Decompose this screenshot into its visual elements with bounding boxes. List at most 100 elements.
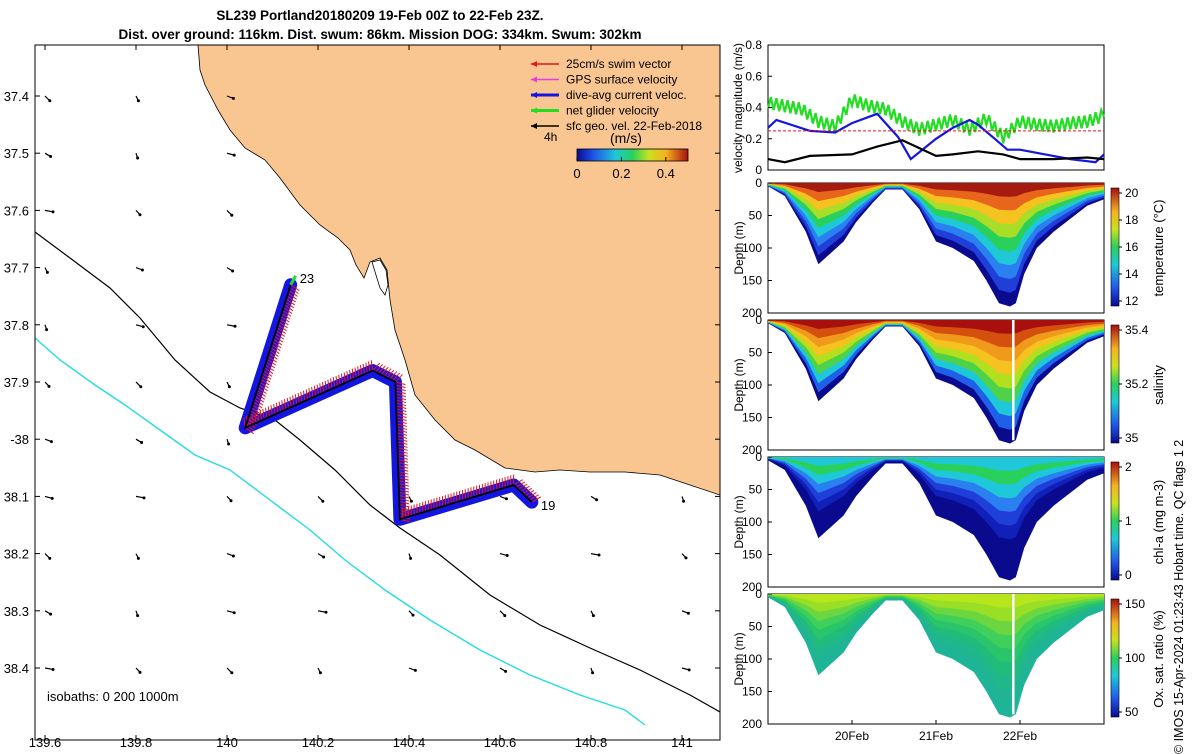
colorbar-tick-label: 12	[1125, 294, 1139, 308]
section-colorbar	[1111, 599, 1119, 717]
colorbar-tick-label: 14	[1125, 267, 1139, 281]
depth-axis-label: Depth (m)	[732, 358, 746, 411]
geo-velocity-arrowhead	[49, 613, 52, 616]
geo-velocity-arrowhead	[232, 97, 235, 100]
geo-velocity-arrowhead	[321, 500, 324, 503]
lat-tick-label: 37.6	[4, 203, 29, 218]
depth-tick-label: 0	[755, 176, 762, 190]
colorbar-tick-label: 2	[1125, 460, 1132, 474]
velocity-y-tick-label: 0.4	[745, 101, 762, 115]
legend-entry: 25cm/s swim vector	[566, 57, 671, 71]
geo-velocity-arrowhead	[682, 500, 685, 503]
colorbar-tick-label: 1	[1125, 514, 1132, 528]
geo-velocity-arrowhead	[319, 671, 322, 674]
geo-velocity-arrowhead	[233, 154, 236, 157]
time-tick-label: 20Feb	[835, 729, 869, 743]
speed-colorbar-tick-label: 0	[573, 166, 580, 181]
velocity-y-tick-label: 0.6	[745, 69, 762, 83]
geo-velocity-arrowhead	[48, 99, 51, 102]
geo-velocity-arrowhead	[139, 385, 142, 388]
lat-tick-label: 37.5	[4, 146, 29, 161]
lon-tick-label: 140.6	[484, 735, 517, 750]
speed-colorbar-tick-label: 0.4	[657, 166, 675, 181]
geo-velocity-arrowhead	[52, 668, 55, 671]
depth-axis-label: Depth (m)	[732, 632, 746, 685]
waypoint-label: 19	[541, 498, 555, 513]
geo-velocity-arrowhead	[137, 557, 140, 560]
section-colorbar	[1111, 188, 1119, 306]
lon-tick-label: 140.4	[393, 735, 426, 750]
geo-velocity-arrowhead	[687, 612, 690, 615]
depth-tick-label: 0	[755, 313, 762, 327]
colorbar-tick-label: 100	[1125, 651, 1145, 665]
geo-velocity-arrowhead	[136, 614, 139, 617]
geo-velocity-arrowhead	[136, 157, 139, 160]
geo-velocity-arrowhead	[231, 269, 234, 272]
legend-entry: net glider velocity	[566, 104, 659, 118]
speed-colorbar	[577, 149, 688, 161]
geo-velocity-arrowhead	[410, 500, 413, 503]
lon-tick-label: 140	[216, 735, 238, 750]
depth-tick-label: 200	[742, 717, 762, 731]
colorbar-tick-label: 0	[1125, 568, 1132, 582]
lat-tick-label: 37.8	[4, 318, 29, 333]
legend-interval: 4h	[544, 130, 557, 144]
depth-axis-label: Depth (m)	[732, 221, 746, 274]
geo-velocity-arrowhead	[685, 556, 688, 559]
colorbar-tick-label: 150	[1125, 597, 1145, 611]
colorbar-label: salinity	[1151, 365, 1166, 405]
colorbar-tick-label: 16	[1125, 240, 1139, 254]
geo-velocity-arrowhead	[325, 611, 328, 614]
lon-tick-label: 139.6	[29, 735, 62, 750]
geo-velocity-arrowhead	[228, 385, 231, 388]
geo-velocity-arrowhead	[592, 614, 595, 617]
colorbar-tick-label: 20	[1125, 186, 1139, 200]
geo-velocity-arrowhead	[503, 614, 506, 617]
colorbar-tick-label: 50	[1125, 705, 1139, 719]
credit-text: © IMOS 15-Apr-2024 01:23:43 Hobart time.…	[1172, 334, 1186, 754]
velocity-panel: 00.20.40.60.8 velocity magnitude (m/s)	[731, 38, 1104, 177]
lat-tick-label: 37.4	[4, 89, 29, 104]
depth-tick-label: 0	[755, 450, 762, 464]
geo-velocity-arrowhead	[140, 441, 143, 444]
lon-tick-label: 140.8	[575, 735, 608, 750]
legend-entry: dive-avg current veloc.	[566, 88, 687, 102]
geo-velocity-arrowhead	[139, 671, 142, 674]
lon-tick-label: 139.8	[120, 735, 153, 750]
geo-velocity-arrowhead	[46, 271, 49, 274]
geo-velocity-arrowhead	[322, 555, 325, 558]
geo-velocity-arrowhead	[232, 555, 235, 558]
lat-tick-label: 37.7	[4, 261, 29, 276]
geo-velocity-arrowhead	[49, 155, 52, 158]
geo-velocity-arrowhead	[137, 99, 140, 102]
velocity-y-tick-label: 0.8	[745, 38, 762, 52]
geo-velocity-arrowhead	[141, 269, 144, 272]
geo-velocity-arrowhead	[48, 385, 51, 388]
depth-tick-label: 50	[749, 620, 763, 634]
geo-velocity-arrowhead	[506, 554, 509, 557]
geo-velocity-arrowhead	[598, 554, 601, 557]
geo-velocity-arrowhead	[50, 440, 53, 443]
lon-tick-label: 140.2	[302, 735, 335, 750]
depth-tick-label: 0	[755, 587, 762, 601]
lat-tick-label: 38.3	[4, 604, 29, 619]
geo-velocity-arrowhead	[505, 497, 508, 500]
geo-velocity-arrowhead	[48, 557, 51, 560]
geo-velocity-arrowhead	[409, 557, 412, 560]
lat-tick-label: -38	[10, 432, 29, 447]
depth-tick-label: 50	[749, 346, 763, 360]
colorbar-tick-label: 35	[1125, 431, 1139, 445]
speed-colorbar-tick-label: 0.2	[612, 166, 630, 181]
geo-velocity-arrowhead	[139, 213, 142, 216]
geo-velocity-arrowhead	[234, 325, 237, 328]
colorbar-label: Ox. sat. ratio (%)	[1151, 610, 1166, 708]
lat-tick-label: 38.1	[4, 489, 29, 504]
geo-velocity-arrowhead	[688, 668, 691, 671]
legend-entry: GPS surface velocity	[566, 73, 677, 87]
geo-velocity-arrowhead	[52, 210, 55, 213]
geo-velocity-arrowhead	[412, 614, 415, 617]
time-tick-label: 21Feb	[919, 729, 953, 743]
